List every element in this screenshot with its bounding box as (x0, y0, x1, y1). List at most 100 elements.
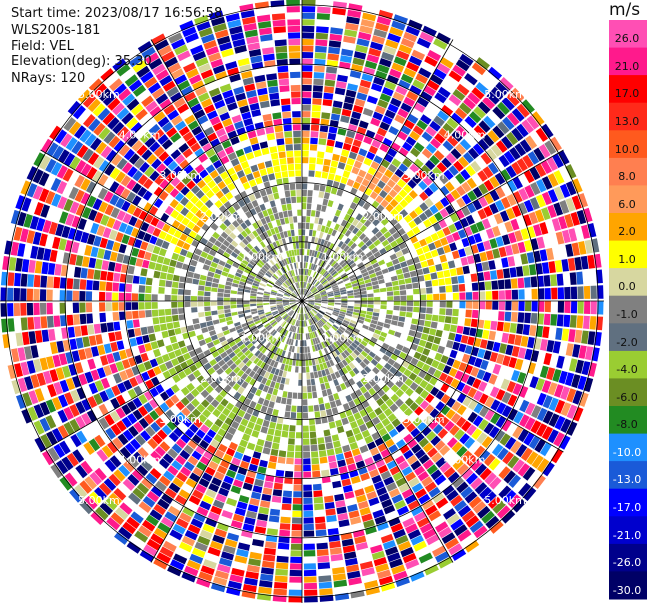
velocity-gate (97, 107, 111, 121)
velocity-gate (389, 558, 403, 569)
velocity-gate (501, 332, 509, 344)
velocity-gate (302, 386, 307, 393)
velocity-gate (287, 287, 293, 293)
velocity-gate (187, 413, 197, 423)
velocity-gate (15, 332, 24, 347)
velocity-gate (342, 170, 351, 179)
velocity-gate (517, 241, 526, 253)
velocity-gate (87, 268, 95, 279)
velocity-gate (289, 299, 296, 301)
velocity-gate (440, 355, 449, 364)
velocity-gate (391, 320, 398, 326)
velocity-gate (366, 491, 378, 500)
velocity-gate (294, 458, 302, 465)
velocity-gate (223, 355, 231, 363)
velocity-gate (258, 287, 265, 291)
velocity-gate (385, 350, 393, 358)
velocity-gate (326, 448, 335, 456)
velocity-gate (398, 460, 409, 471)
velocity-gate (339, 311, 346, 315)
velocity-gate (332, 312, 339, 317)
velocity-gate (426, 258, 435, 267)
velocity-gate (240, 278, 247, 283)
velocity-gate (288, 38, 301, 46)
velocity-gate (207, 511, 220, 522)
velocity-gate (189, 423, 199, 434)
velocity-gate (257, 307, 264, 311)
velocity-gate (109, 181, 120, 193)
velocity-gate (431, 452, 443, 463)
velocity-gate (84, 476, 98, 490)
velocity-gate (485, 250, 494, 261)
velocity-gate (379, 121, 390, 131)
velocity-gate (523, 199, 534, 213)
velocity-gate (32, 185, 44, 200)
velocity-gate (50, 161, 63, 176)
velocity-gate (320, 291, 327, 295)
velocity-gate (585, 346, 594, 361)
velocity-gate (256, 343, 263, 350)
velocity-gate (33, 358, 42, 373)
velocity-gate (290, 303, 297, 307)
velocity-gate (223, 329, 230, 336)
velocity-gate (413, 351, 422, 360)
velocity-gate (33, 302, 40, 316)
velocity-gate (400, 37, 415, 49)
velocity-gate (100, 377, 111, 389)
velocity-gate (196, 375, 206, 384)
velocity-gate (288, 331, 292, 338)
velocity-gate (475, 57, 490, 70)
velocity-gate (310, 318, 314, 325)
velocity-gate (310, 286, 315, 292)
velocity-gate (300, 262, 302, 269)
velocity-gate (249, 415, 258, 424)
velocity-gate (435, 401, 445, 412)
velocity-gate (245, 571, 259, 580)
velocity-gate (340, 272, 347, 278)
velocity-gate (289, 297, 296, 300)
velocity-gate (324, 272, 330, 278)
velocity-gate (133, 238, 143, 249)
velocity-gate (316, 157, 324, 165)
velocity-gate (63, 198, 74, 212)
velocity-gate (339, 336, 346, 343)
velocity-gate (538, 288, 545, 300)
velocity-gate (328, 367, 334, 374)
velocity-gate (279, 335, 285, 342)
ring-label: 5.00km (484, 88, 526, 101)
velocity-gate (527, 336, 535, 349)
velocity-gate (319, 309, 325, 314)
velocity-gate (475, 221, 485, 232)
velocity-gate (424, 383, 434, 393)
velocity-gate (234, 45, 247, 54)
velocity-gate (387, 235, 395, 244)
velocity-gate (128, 425, 139, 437)
velocity-gate (321, 269, 327, 276)
velocity-gate (362, 324, 369, 330)
velocity-gate (262, 447, 271, 455)
velocity-gate (316, 13, 330, 20)
velocity-gate (450, 494, 463, 507)
velocity-gate (350, 516, 362, 525)
velocity-gate (357, 277, 364, 283)
velocity-gate (292, 332, 296, 339)
velocity-gate (316, 26, 329, 34)
velocity-gate (421, 131, 433, 142)
velocity-gate (463, 97, 476, 110)
velocity-gate (316, 542, 328, 550)
velocity-gate (314, 58, 326, 66)
velocity-gate (26, 230, 36, 244)
velocity-gate (243, 304, 250, 308)
velocity-gate (455, 143, 467, 155)
velocity-gate (261, 330, 268, 336)
velocity-gate (387, 103, 399, 114)
velocity-gate (288, 170, 295, 177)
velocity-gate (245, 210, 253, 219)
velocity-gate (304, 306, 308, 313)
velocity-gate (174, 192, 185, 202)
velocity-gate (552, 341, 561, 354)
velocity-gate (158, 287, 165, 294)
velocity-gate (511, 243, 520, 255)
velocity-gate (439, 237, 449, 246)
velocity-gate (289, 425, 296, 432)
